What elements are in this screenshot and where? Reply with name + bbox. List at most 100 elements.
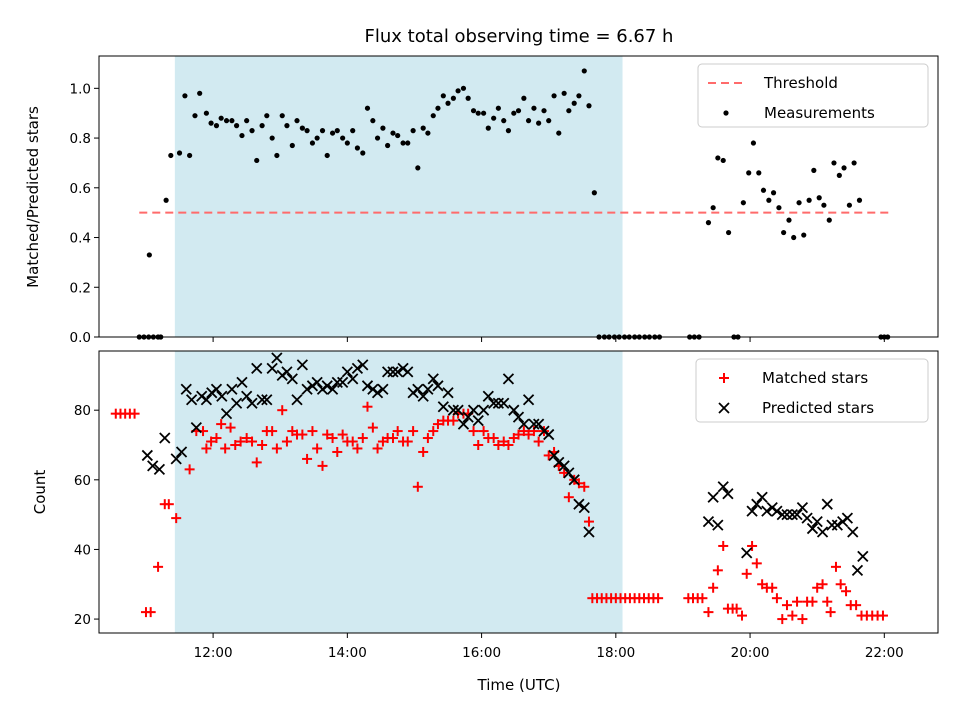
matched-star-point [771,593,782,604]
measurement-point [244,118,250,124]
x-tick-label: 22:00 [865,645,904,661]
predicted-star-point [200,394,213,406]
matched-star-point [235,436,246,447]
predicted-star-point [548,449,560,462]
matched-star-point [372,443,383,454]
predicted-star-point [702,515,715,528]
x-b [553,456,565,469]
x-b [781,508,793,521]
matched-star-point [747,540,758,551]
predicted-star-point [857,550,869,563]
x-b [392,366,404,378]
predicted-star-point [311,376,323,388]
x-b [786,508,798,521]
predicted-star-point [321,380,333,392]
measurement-point [259,123,265,129]
x-b [291,394,303,406]
top-panel: 0.0 0.2 0.4 0.6 0.8 1.0 Threshold Measurements [70,55,939,346]
measurement-point [750,140,757,146]
x-b [281,366,293,378]
measurement-point [501,118,507,124]
measurement-point [485,125,491,131]
measurement-point [309,140,316,146]
measurement-point [470,108,477,114]
predicted-star-point [518,418,530,430]
x-b [200,394,213,406]
measurement-point [314,135,320,141]
chart-title: Flux total observing time = 6.67 h [365,26,674,47]
predicted-star-point [180,383,192,395]
measurement-point [324,152,330,159]
x-b [357,359,369,371]
predicted-star-point [502,373,515,385]
x-b [528,418,540,430]
x-b [821,498,833,510]
x-b [811,515,823,528]
matched-star-point [493,440,504,450]
x-b [147,460,159,472]
x-b [761,505,773,517]
matched-star-point [473,440,484,450]
predicted-star-point [261,394,273,406]
bottom-legend: Matched stars Predicted stars [695,358,929,423]
top-y-tick-label: 1.0 [70,81,91,97]
measurement-point [344,140,350,146]
x-b [563,467,575,479]
predicted-star-point [811,515,823,528]
measurement-point [591,190,597,196]
measurement-point [146,252,152,258]
predicted-star-point [241,390,253,402]
measurement-point [710,205,716,211]
bottom-panel: 20 40 60 80 12:00 14:00 16:00 18:00 20:00 22:00 Ma… [74,350,939,661]
matched-star-point [712,565,723,576]
predicted-star-point [712,519,724,531]
predicted-star-point [159,432,171,444]
measurement-point [841,165,847,171]
x-b [437,401,449,413]
measurement-point [831,160,837,166]
measurement-point [715,155,721,161]
predicted-star-point [427,373,439,385]
measurement-point [525,118,532,124]
matched-star-point [812,582,823,593]
matched-star-point [583,516,594,527]
measurement-point [740,200,746,206]
matched-star-point [216,419,227,430]
measurement-point [213,123,220,129]
matched-star-point [367,422,378,433]
predicted-star-point [462,411,474,423]
x-b [180,383,192,395]
measurement-point [495,105,501,111]
measurement-point [796,200,802,206]
measurement-point [465,95,471,101]
matched-star-point [797,614,808,625]
measurement-point [269,135,275,141]
matched-star-point [830,561,841,572]
x-b [442,387,454,399]
matched-star-point [171,513,182,524]
measurement-point [229,118,235,124]
x-b [427,373,439,385]
matched-star-point [741,568,752,579]
predicted-star-point [512,411,525,423]
x-b [371,387,384,399]
measurement-point [197,90,203,96]
matched-star-point [225,422,236,433]
x-b [351,362,364,375]
x-b [801,512,813,524]
predicted-star-point [226,383,238,395]
predicted-star-point [422,383,434,395]
matched-star-point [503,440,514,450]
x-b [472,414,484,427]
measurement-point [561,90,567,96]
x-b [185,394,198,406]
x-b [532,418,545,430]
predicted-star-point [381,366,394,378]
predicted-star-point [286,373,298,385]
x-b [771,505,783,517]
x-b [331,376,343,388]
predicted-star-point [412,383,424,395]
x-tick-label: 16:00 [462,645,501,661]
measurement-point [430,113,436,119]
x-b [296,359,309,371]
